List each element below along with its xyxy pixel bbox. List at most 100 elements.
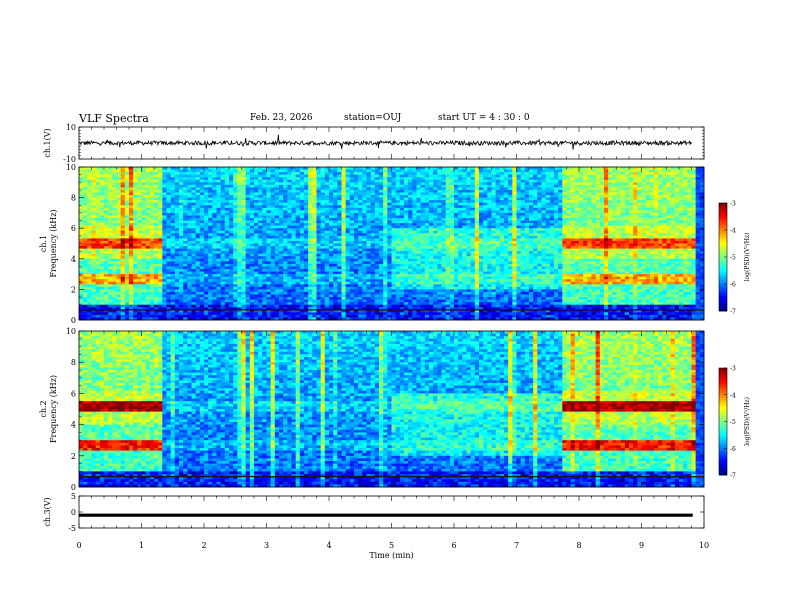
spectrogram-cell (162, 286, 167, 290)
spectrogram-cell (245, 182, 251, 186)
spectrogram-cell (91, 274, 97, 278)
spectrogram-cell (379, 200, 384, 204)
spectrogram-cell (370, 274, 376, 278)
spectrogram-cell (224, 263, 230, 267)
spectrogram-cell (379, 286, 384, 290)
spectrogram-cell (345, 286, 351, 290)
spectrogram-cell (195, 184, 201, 188)
spectrogram-cell (337, 195, 342, 198)
spectrogram-cell (354, 210, 359, 214)
spectrogram-cell (308, 187, 313, 191)
spectrogram-cell (129, 235, 134, 239)
spectrogram-cell (354, 314, 359, 318)
spectrogram-cell (104, 197, 109, 201)
spectrogram-cell (174, 271, 180, 275)
spectrogram-cell (79, 167, 84, 170)
spectrogram-cell (137, 289, 142, 293)
spectrogram-cell (404, 195, 409, 198)
spectrogram-cell (187, 253, 192, 257)
spectrogram-cell (141, 238, 147, 242)
spectrogram-cell (174, 189, 180, 193)
spectrogram-cell (333, 184, 338, 188)
spectrogram-cell (104, 179, 109, 183)
spectrogram-cell (354, 187, 359, 191)
spectrogram-cell (291, 289, 297, 293)
spectrogram-cell (345, 220, 351, 224)
spectrogram-cell (204, 289, 209, 293)
spectrogram-cell (91, 174, 97, 178)
spectrogram-cell (195, 307, 201, 311)
spectrogram-cell (399, 266, 405, 270)
spectrogram-cell (229, 253, 234, 257)
spectrogram-cell (133, 195, 138, 198)
spectrogram-cell (120, 289, 126, 293)
spectrogram-cell (166, 281, 172, 285)
spectrogram-cell (404, 276, 409, 280)
spectrogram-cell (337, 167, 342, 170)
spectrogram-cell (199, 197, 205, 201)
spectrogram-cell (183, 317, 188, 321)
spectrogram-cell (383, 189, 388, 193)
spectrogram-cell (179, 243, 184, 247)
spectrogram-cell (129, 220, 134, 224)
spectrogram-cell (308, 284, 313, 288)
spectrogram-cell (224, 202, 230, 206)
spectrogram-cell (141, 279, 147, 283)
spectrogram-cell (249, 179, 255, 183)
spectrogram-cell (279, 314, 284, 318)
spectrogram-cell (87, 246, 92, 249)
spectrogram-cell (166, 189, 172, 193)
spectrogram-cell (216, 294, 222, 298)
spectrogram-cell (241, 263, 247, 267)
spectrogram-cell (154, 195, 159, 198)
spectrogram-cell (174, 200, 180, 204)
spectrogram-cell (274, 225, 280, 229)
spectrogram-cell (187, 167, 192, 170)
spectrogram-cell (304, 297, 309, 300)
spectrogram-cell (241, 174, 247, 178)
spectrogram-cell (304, 220, 309, 224)
spectrogram-cell (195, 253, 201, 257)
spectrogram-cell (183, 240, 188, 244)
spectrogram-cell (145, 269, 151, 272)
spectrogram-cell (270, 192, 276, 196)
spectrogram-cell (370, 184, 376, 188)
spectrogram-cell (212, 235, 217, 239)
spectrogram-cell (233, 289, 238, 293)
spectrogram-cell (245, 187, 251, 191)
spectrogram-cell (366, 294, 372, 298)
spectrogram-cell (283, 230, 288, 234)
spectrogram-cell (191, 304, 197, 308)
spectrogram-cell (324, 184, 330, 188)
spectrogram-cell (358, 299, 363, 303)
spectrogram-cell (162, 197, 167, 201)
spectrogram-cell (295, 230, 301, 234)
spectrogram-cell (191, 182, 197, 186)
spectrogram-cell (404, 169, 409, 173)
spectrogram-cell (366, 225, 372, 229)
spectrogram-cell (316, 248, 322, 252)
spectrogram-cell (149, 258, 155, 262)
spectrogram-cell (324, 205, 330, 209)
spectrogram-cell (324, 269, 330, 272)
spectrogram-cell (291, 223, 297, 227)
spectrogram-cell (187, 289, 192, 293)
spectrogram-cell (362, 195, 367, 198)
spectrogram-cell (349, 207, 355, 211)
spectrogram-cell (145, 248, 151, 252)
spectrogram-cell (333, 269, 338, 272)
spectrogram-cell (333, 169, 338, 173)
spectrogram-cell (295, 189, 301, 193)
spectrogram-cell (279, 230, 284, 234)
spectrogram-cell (258, 238, 263, 242)
spectrogram-cell (258, 258, 263, 262)
spectrogram-cell (216, 212, 222, 216)
spectrogram-cell (337, 253, 342, 257)
spectrogram-cell (245, 312, 251, 316)
spectrogram-cell (287, 192, 292, 196)
spectrogram-cell (245, 225, 251, 229)
spectrogram-cell (154, 167, 159, 170)
spectrogram-cell (370, 210, 376, 214)
spectrogram-cell (104, 225, 109, 229)
spectrogram-cell (395, 314, 401, 318)
